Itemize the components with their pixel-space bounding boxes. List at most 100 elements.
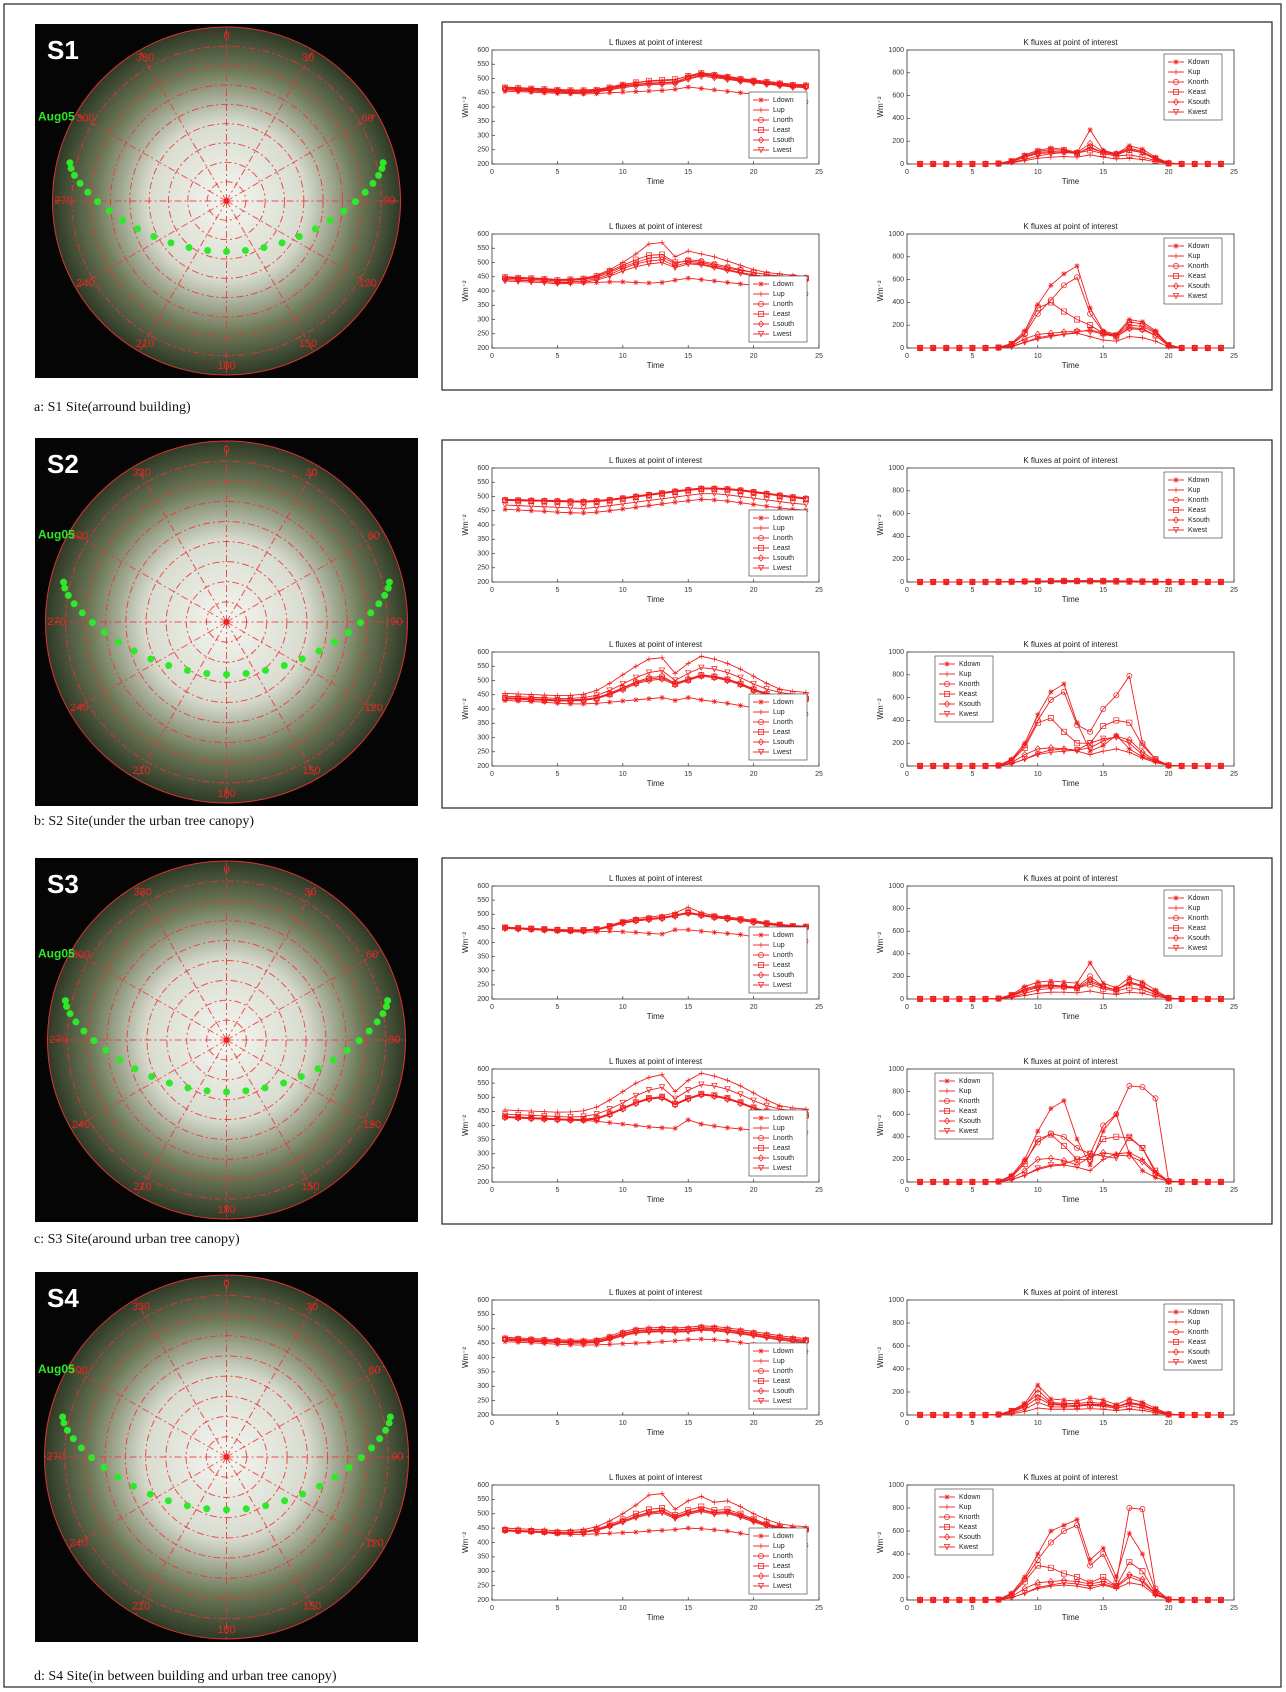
legend-label: Lup bbox=[773, 107, 785, 114]
data-point bbox=[646, 1124, 651, 1129]
y-tick-label: 600 bbox=[892, 694, 904, 701]
sun-path-dot bbox=[89, 619, 96, 626]
x-tick-label: 25 bbox=[815, 1187, 823, 1194]
x-axis-label: Time bbox=[647, 1613, 665, 1622]
sun-path-dot bbox=[281, 662, 288, 669]
azimuth-label: 180 bbox=[217, 1204, 235, 1216]
data-point bbox=[673, 927, 678, 932]
azimuth-label: 90 bbox=[391, 1451, 403, 1463]
sun-path-dot bbox=[379, 1010, 386, 1017]
legend-label: Lwest bbox=[773, 147, 791, 154]
legend-label: Kup bbox=[1188, 69, 1201, 76]
azimuth-label: 60 bbox=[368, 530, 380, 542]
data-point bbox=[607, 279, 612, 284]
y-tick-label: 450 bbox=[477, 274, 489, 281]
y-tick-label: 0 bbox=[900, 1412, 904, 1419]
y-tick-label: 300 bbox=[477, 1568, 489, 1575]
x-tick-label: 20 bbox=[750, 771, 758, 778]
x-tick-label: 15 bbox=[1099, 169, 1107, 176]
legend-marker bbox=[1173, 477, 1178, 482]
sun-path-dot bbox=[67, 1010, 74, 1017]
data-point bbox=[1035, 712, 1040, 717]
sun-path-dot bbox=[88, 1454, 95, 1461]
azimuth-label: 330 bbox=[133, 887, 151, 899]
sun-path-dot bbox=[383, 1003, 390, 1010]
x-axis-label: Time bbox=[647, 1195, 665, 1204]
x-tick-label: 20 bbox=[750, 1187, 758, 1194]
legend-marker bbox=[758, 1115, 763, 1120]
data-point bbox=[712, 1527, 717, 1532]
data-point bbox=[1048, 689, 1053, 694]
x-tick-label: 0 bbox=[490, 771, 494, 778]
azimuth-label: 180 bbox=[217, 360, 235, 372]
x-tick-label: 0 bbox=[490, 169, 494, 176]
data-point bbox=[699, 1337, 704, 1342]
azimuth-label: 0 bbox=[223, 30, 229, 42]
legend-label: Ksouth bbox=[1188, 283, 1210, 290]
y-tick-label: 350 bbox=[477, 1554, 489, 1561]
y-tick-label: 200 bbox=[477, 345, 489, 352]
legend-marker bbox=[1173, 243, 1178, 248]
x-tick-label: 15 bbox=[1099, 771, 1107, 778]
data-point bbox=[607, 700, 612, 705]
data-point bbox=[659, 1125, 664, 1130]
data-point bbox=[725, 1125, 730, 1130]
legend-label: Knorth bbox=[1188, 263, 1209, 270]
x-tick-label: 20 bbox=[750, 1420, 758, 1427]
chart-title: K fluxes at point of interest bbox=[1023, 1473, 1118, 1482]
y-tick-label: 250 bbox=[477, 749, 489, 756]
x-tick-label: 5 bbox=[555, 771, 559, 778]
legend-label: Lup bbox=[773, 525, 785, 532]
data-point bbox=[712, 1337, 717, 1342]
data-point bbox=[712, 1123, 717, 1128]
sun-path-dot bbox=[101, 629, 108, 636]
data-point bbox=[686, 1526, 691, 1531]
legend-label: Least bbox=[773, 962, 790, 969]
y-tick-label: 200 bbox=[892, 1574, 904, 1581]
sun-path-dot bbox=[166, 1080, 173, 1087]
y-axis-label: Wm⁻² bbox=[876, 932, 885, 953]
chart-title: K fluxes at point of interest bbox=[1023, 1057, 1118, 1066]
sun-path-label: Aug05 bbox=[38, 946, 75, 960]
sun-path-dot bbox=[279, 239, 286, 246]
data-point bbox=[620, 279, 625, 284]
y-tick-label: 200 bbox=[477, 763, 489, 770]
x-tick-label: 20 bbox=[750, 1004, 758, 1011]
sun-path-dot bbox=[94, 198, 101, 205]
x-tick-label: 0 bbox=[905, 1187, 909, 1194]
legend-label: Kdown bbox=[1188, 477, 1210, 484]
y-tick-label: 600 bbox=[477, 1066, 489, 1073]
data-point bbox=[725, 931, 730, 936]
x-tick-label: 15 bbox=[684, 1187, 692, 1194]
x-tick-label: 5 bbox=[970, 1004, 974, 1011]
legend-label: Lwest bbox=[773, 1398, 791, 1405]
legend-marker bbox=[758, 515, 763, 520]
data-point bbox=[1035, 302, 1040, 307]
data-point bbox=[686, 927, 691, 932]
legend-label: Lsouth bbox=[773, 739, 794, 746]
y-tick-label: 400 bbox=[477, 104, 489, 111]
y-tick-label: 200 bbox=[892, 740, 904, 747]
sun-path-dot bbox=[382, 1427, 389, 1434]
x-tick-label: 20 bbox=[1165, 1004, 1173, 1011]
sun-path-dot bbox=[386, 1419, 393, 1426]
azimuth-label: 0 bbox=[223, 1278, 229, 1290]
azimuth-label: 240 bbox=[76, 277, 94, 289]
data-point bbox=[659, 1339, 664, 1344]
y-axis-label: Wm⁻² bbox=[461, 96, 470, 117]
y-tick-label: 400 bbox=[477, 939, 489, 946]
data-point bbox=[646, 1340, 651, 1345]
y-tick-label: 300 bbox=[477, 968, 489, 975]
x-tick-label: 15 bbox=[1099, 353, 1107, 360]
legend-label: Ksouth bbox=[1188, 99, 1210, 106]
legend-label: Ldown bbox=[773, 699, 794, 706]
legend-label: Kdown bbox=[1188, 895, 1210, 902]
y-tick-label: 400 bbox=[892, 299, 904, 306]
sun-path-dot bbox=[147, 1491, 154, 1498]
data-point bbox=[1127, 1531, 1132, 1536]
y-tick-label: 400 bbox=[892, 1551, 904, 1558]
legend-label: Keast bbox=[1188, 89, 1206, 96]
legend-label: Kup bbox=[1188, 1319, 1201, 1326]
data-point bbox=[633, 280, 638, 285]
data-point bbox=[686, 1337, 691, 1342]
